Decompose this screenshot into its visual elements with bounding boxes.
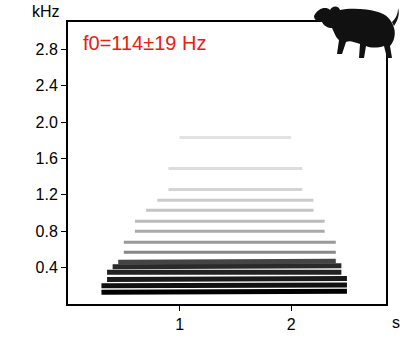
svg-text:1.6: 1.6 xyxy=(36,150,58,167)
svg-text:2.4: 2.4 xyxy=(36,77,58,94)
svg-text:f0=114±19 Hz: f0=114±19 Hz xyxy=(83,32,206,54)
svg-text:1: 1 xyxy=(175,316,184,333)
svg-text:0.4: 0.4 xyxy=(36,259,58,276)
svg-text:s: s xyxy=(392,314,400,331)
svg-text:1.2: 1.2 xyxy=(36,186,58,203)
svg-text:2.0: 2.0 xyxy=(36,114,58,131)
svg-text:2.8: 2.8 xyxy=(36,41,58,58)
svg-text:0.8: 0.8 xyxy=(36,223,58,240)
svg-text:2: 2 xyxy=(287,316,296,333)
svg-text:kHz: kHz xyxy=(32,3,60,20)
